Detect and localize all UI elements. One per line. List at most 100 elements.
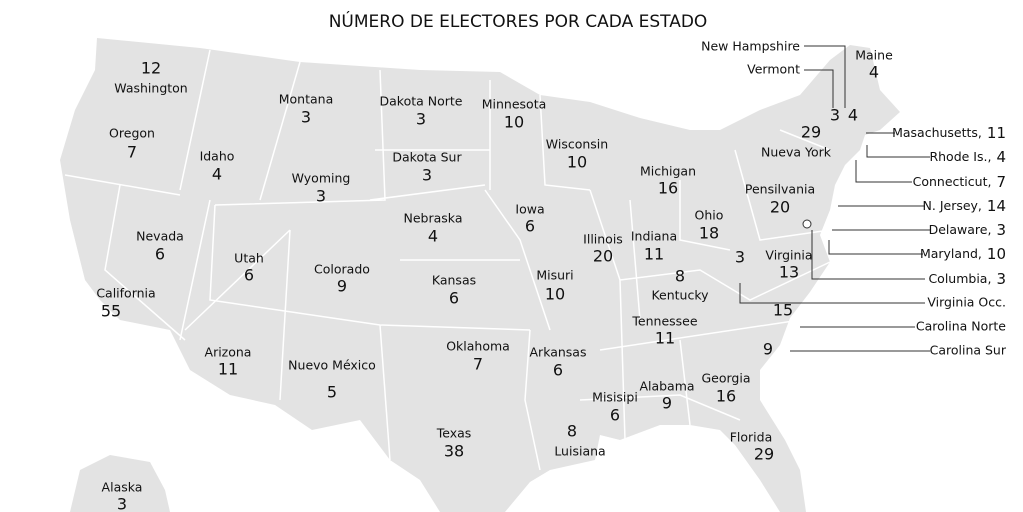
state-name: Oregon [109, 126, 155, 141]
state-votes: 3 [117, 495, 127, 512]
state-votes: 16 [716, 387, 736, 406]
state-name: Arizona [205, 345, 252, 360]
state-votes: 6 [449, 289, 459, 308]
state-name: Columbia, [928, 271, 991, 286]
leader-lines [739, 45, 930, 352]
state-votes: 11 [987, 124, 1006, 142]
state-votes: 6 [244, 266, 254, 285]
columbia-marker [802, 219, 812, 229]
state-votes: 14 [987, 197, 1006, 215]
map-title: NÚMERO DE ELECTORES POR CADA ESTADO [329, 10, 708, 32]
alaska [70, 455, 170, 512]
state-votes: 10 [567, 153, 587, 172]
state-name: Minnesota [482, 97, 547, 112]
state-votes: 55 [101, 302, 121, 321]
state-name: Dakota Sur [392, 150, 462, 165]
state-votes: 8 [567, 422, 577, 441]
state-name: Florida [730, 430, 773, 445]
state-votes: 3 [301, 108, 311, 127]
state-label: Maryland, 10 [920, 245, 1006, 263]
state-votes: 3 [996, 270, 1006, 288]
state-votes: 38 [444, 442, 464, 461]
state-name: Nebraska [404, 211, 463, 226]
state-votes: 6 [525, 217, 535, 236]
state-name: Washington [114, 81, 187, 96]
state-votes: 9 [763, 340, 773, 359]
state-votes: 20 [770, 198, 790, 217]
state-name: California [96, 286, 155, 301]
state-label: Masachusetts, 11 [892, 124, 1006, 142]
state-name: Idaho [200, 149, 235, 164]
state-name: Alaska [102, 480, 143, 495]
state-votes: 29 [754, 445, 774, 464]
state-name: Carolina Norte [916, 319, 1006, 334]
state-name: Connecticut, [913, 174, 992, 189]
state-name: Pensilvania [745, 182, 815, 197]
state-name: Maine [855, 48, 893, 63]
state-votes: 3 [316, 187, 326, 206]
state-votes: 12 [141, 59, 161, 78]
state-name: Misisipi [592, 390, 638, 405]
state-name: Texas [436, 426, 472, 441]
state-name: Colorado [314, 262, 370, 277]
state-name: Oklahoma [446, 339, 510, 354]
state-name: Maryland, [920, 246, 982, 261]
state-label: Delaware, 3 [929, 221, 1006, 239]
state-name: Indiana [631, 229, 677, 244]
state-name: Arkansas [530, 345, 587, 360]
state-name: Carolina Sur [930, 343, 1007, 358]
state-name: Nueva York [761, 145, 832, 160]
state-votes: 8 [675, 267, 685, 286]
state-name: Utah [234, 251, 264, 266]
state-votes: 4 [869, 63, 879, 82]
state-name: New Hampshire [701, 39, 800, 54]
state-name: Rhode Is., [929, 149, 991, 164]
state-name: Misuri [536, 268, 573, 283]
state-name: N. Jersey, [923, 198, 982, 213]
state-votes: 13 [779, 263, 799, 282]
state-votes: 3 [416, 110, 426, 129]
state-name: Virginia Occ. [927, 295, 1006, 310]
state-votes: 3 [422, 166, 432, 185]
state-votes: 6 [155, 245, 165, 264]
state-name: Nevada [136, 229, 184, 244]
state-name: Wisconsin [546, 137, 608, 152]
state-name: Kentucky [651, 288, 709, 303]
state-name: Luisiana [554, 444, 605, 459]
state-votes: 15 [773, 301, 793, 320]
state-name: Nuevo México [288, 358, 376, 373]
state-name: Kansas [432, 273, 476, 288]
state-votes: 11 [644, 245, 664, 264]
state-votes: 4 [212, 165, 222, 184]
state-label: Rhode Is., 4 [929, 148, 1006, 166]
state-name: Georgia [701, 371, 750, 386]
state-votes: 4 [428, 227, 438, 246]
state-votes: 10 [545, 285, 565, 304]
state-votes: 4 [848, 106, 858, 125]
state-votes: 11 [218, 360, 238, 379]
state-votes: 6 [553, 361, 563, 380]
state-votes: 6 [610, 406, 620, 425]
state-votes: 16 [658, 179, 678, 198]
state-votes: 20 [593, 247, 613, 266]
state-votes: 9 [662, 394, 672, 413]
state-votes: 29 [801, 123, 821, 142]
state-votes: 3 [996, 221, 1006, 239]
state-name: Michigan [640, 164, 696, 179]
state-votes: 4 [996, 148, 1006, 166]
state-votes: 3 [735, 248, 745, 267]
state-name: Montana [279, 92, 334, 107]
state-votes: 7 [473, 355, 483, 374]
state-votes: 10 [987, 245, 1006, 263]
state-name: Illinois [583, 232, 623, 247]
state-name: Dakota Norte [380, 94, 463, 109]
state-label: Connecticut, 7 [913, 173, 1006, 191]
state-name: Iowa [515, 202, 544, 217]
state-borders [64, 49, 831, 471]
us-mainland [60, 38, 900, 512]
state-votes: 18 [699, 224, 719, 243]
state-votes: 5 [327, 383, 337, 402]
state-name: Virginia [765, 248, 812, 263]
state-votes: 11 [655, 329, 675, 348]
